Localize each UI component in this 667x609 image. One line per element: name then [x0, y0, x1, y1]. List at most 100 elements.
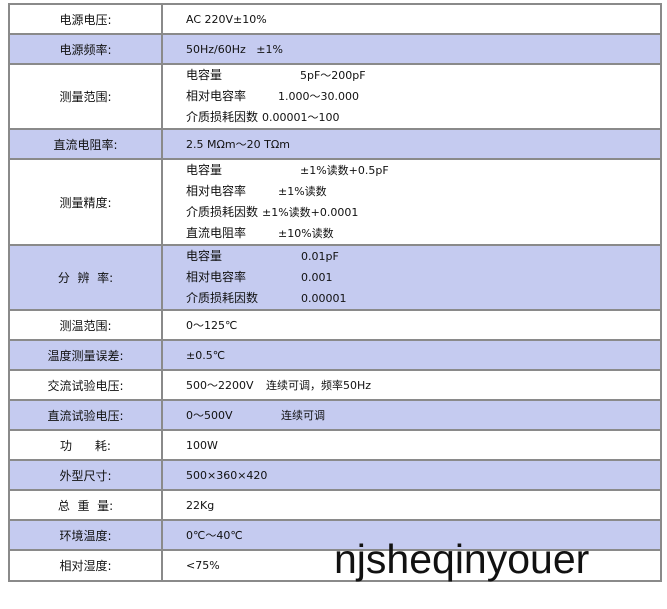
value-line: 相对电容率 ±1%读数 [186, 181, 660, 202]
value-line: <75% [186, 555, 660, 576]
spec-row: 直流试验电压: 0～500V 连续可调 [8, 399, 662, 431]
spec-label: 电源电压: [8, 3, 163, 35]
value-detail: ±1%读数+0.5pF [300, 164, 389, 177]
value-text: 22Kg [186, 498, 215, 512]
spec-value: 0℃～40℃ [161, 519, 662, 551]
value-text: 电容量 [186, 249, 223, 263]
value-line: 500～2200V 连续可调，频率50Hz [186, 375, 660, 396]
spec-value: 500～2200V 连续可调，频率50Hz [161, 369, 662, 401]
spec-row: 外型尺寸: 500×360×420 [8, 459, 662, 491]
value-detail: 0.001 [301, 271, 333, 284]
value-text: 50Hz/60Hz ±1% [186, 42, 283, 56]
spec-value: 22Kg [161, 489, 662, 521]
value-line: 22Kg [186, 495, 660, 516]
spec-label: 外型尺寸: [8, 459, 163, 491]
spec-row: 电源电压: AC 220V±10% [8, 3, 662, 35]
value-detail: 0.01pF [301, 250, 339, 263]
spec-label: 直流电阻率: [8, 128, 163, 160]
value-line: 直流电阻率 ±10%读数 [186, 223, 660, 244]
spec-row: 功 耗: 100W [8, 429, 662, 461]
value-detail: 0.00001 [301, 292, 347, 305]
spec-label: 环境温度: [8, 519, 163, 551]
value-detail: 5pF～200pF [300, 69, 366, 82]
spec-label: 测量精度: [8, 158, 163, 246]
value-line: 100W [186, 435, 660, 456]
spec-label: 测量范围: [8, 63, 163, 130]
spec-value: 2.5 MΩm～20 TΩm [161, 128, 662, 160]
value-text: 0～500V [186, 408, 233, 422]
value-text: AC 220V±10% [186, 12, 267, 26]
spec-value: 50Hz/60Hz ±1% [161, 33, 662, 65]
value-detail: 1.000～30.000 [278, 90, 359, 103]
spec-value: ±0.5℃ [161, 339, 662, 371]
spec-row: 测温范围: 0～125℃ [8, 309, 662, 341]
watermark: njsheqinyouer [334, 536, 590, 582]
spec-label: 直流试验电压: [8, 399, 163, 431]
spec-label: 功 耗: [8, 429, 163, 461]
value-text: 电容量 [186, 163, 223, 177]
value-text: 100W [186, 438, 218, 452]
spec-label: 相对湿度: [8, 549, 163, 582]
value-line: 500×360×420 [186, 465, 660, 486]
spec-value: 0～125℃ [161, 309, 662, 341]
value-text: 相对电容率 [186, 270, 247, 284]
value-line: 相对电容率 1.000～30.000 [186, 86, 660, 107]
value-text: 0℃～40℃ [186, 528, 243, 542]
spec-value: <75% [161, 549, 662, 582]
value-text: 2.5 MΩm～20 TΩm [186, 137, 290, 151]
spec-label: 测温范围: [8, 309, 163, 341]
spec-row: 测量范围: 电容量 5pF～200pF 相对电容率 1.000～30.000 介质损耗因数… [8, 63, 662, 130]
value-text: <75% [186, 559, 220, 572]
value-line: 介质损耗因数 0.00001 [186, 288, 660, 309]
value-line: 50Hz/60Hz ±1% [186, 39, 660, 60]
value-line: ±0.5℃ [186, 345, 660, 366]
value-line: 0℃～40℃ [186, 525, 660, 546]
spec-label: 电源频率: [8, 33, 163, 65]
value-text: 介质损耗因数 [186, 205, 259, 219]
value-text: 500～2200V [186, 378, 254, 392]
value-line: 2.5 MΩm～20 TΩm [186, 134, 660, 155]
value-detail: ±1%读数 [278, 185, 327, 198]
value-text: 介质损耗因数 [186, 110, 259, 124]
spec-label: 分 辨 率: [8, 244, 163, 311]
value-text: 0～125℃ [186, 318, 238, 332]
value-detail: 连续可调，频率50Hz [266, 378, 372, 392]
value-detail: 连续可调 [281, 408, 325, 422]
spec-value: 100W [161, 429, 662, 461]
spec-row: 分 辨 率: 电容量 0.01pF 相对电容率 0.001 介质损耗因数 0.00001 [8, 244, 662, 311]
spec-row: 相对湿度: <75% [8, 549, 662, 582]
spec-label: 总 重 量: [8, 489, 163, 521]
value-detail: 0.00001～100 [262, 111, 340, 124]
value-text: 500×360×420 [186, 468, 268, 482]
value-line: 电容量 5pF～200pF [186, 65, 660, 86]
spec-row: 测量精度: 电容量 ±1%读数+0.5pF 相对电容率 ±1%读数介质损耗因数 ±1%读数… [8, 158, 662, 246]
value-line: 电容量 ±1%读数+0.5pF [186, 160, 660, 181]
value-detail: ±10%读数 [278, 227, 334, 240]
value-text: 介质损耗因数 [186, 291, 259, 305]
spec-value: 电容量 0.01pF 相对电容率 0.001 介质损耗因数 0.00001 [161, 244, 662, 311]
spec-value: 500×360×420 [161, 459, 662, 491]
spec-value: 电容量 ±1%读数+0.5pF 相对电容率 ±1%读数介质损耗因数 ±1%读数+0.00… [161, 158, 662, 246]
value-text: 相对电容率 [186, 89, 247, 103]
spec-label: 交流试验电压: [8, 369, 163, 401]
value-line: AC 220V±10% [186, 9, 660, 30]
spec-label: 温度测量误差: [8, 339, 163, 371]
value-text: 直流电阻率 [186, 226, 247, 240]
spec-row: 交流试验电压: 500～2200V 连续可调，频率50Hz [8, 369, 662, 401]
spec-row: 环境温度: 0℃～40℃ [8, 519, 662, 551]
value-text: 电容量 [186, 68, 223, 82]
spec-value: 0～500V 连续可调 [161, 399, 662, 431]
spec-value: 电容量 5pF～200pF 相对电容率 1.000～30.000 介质损耗因数 0.000… [161, 63, 662, 130]
spec-value: AC 220V±10% [161, 3, 662, 35]
value-line: 介质损耗因数 0.00001～100 [186, 107, 660, 128]
value-line: 0～500V 连续可调 [186, 405, 660, 426]
value-line: 介质损耗因数 ±1%读数+0.0001 [186, 202, 660, 223]
value-detail: ±1%读数+0.0001 [262, 206, 359, 219]
value-text: 相对电容率 [186, 184, 247, 198]
value-line: 0～125℃ [186, 315, 660, 336]
spec-table: 电源电压: AC 220V±10% 电源频率: 50Hz/60Hz ±1% 测量范围: 电… [8, 3, 662, 582]
value-text: ±0.5℃ [186, 348, 226, 362]
spec-row: 温度测量误差: ±0.5℃ [8, 339, 662, 371]
value-line: 相对电容率 0.001 [186, 267, 660, 288]
spec-row: 直流电阻率: 2.5 MΩm～20 TΩm [8, 128, 662, 160]
